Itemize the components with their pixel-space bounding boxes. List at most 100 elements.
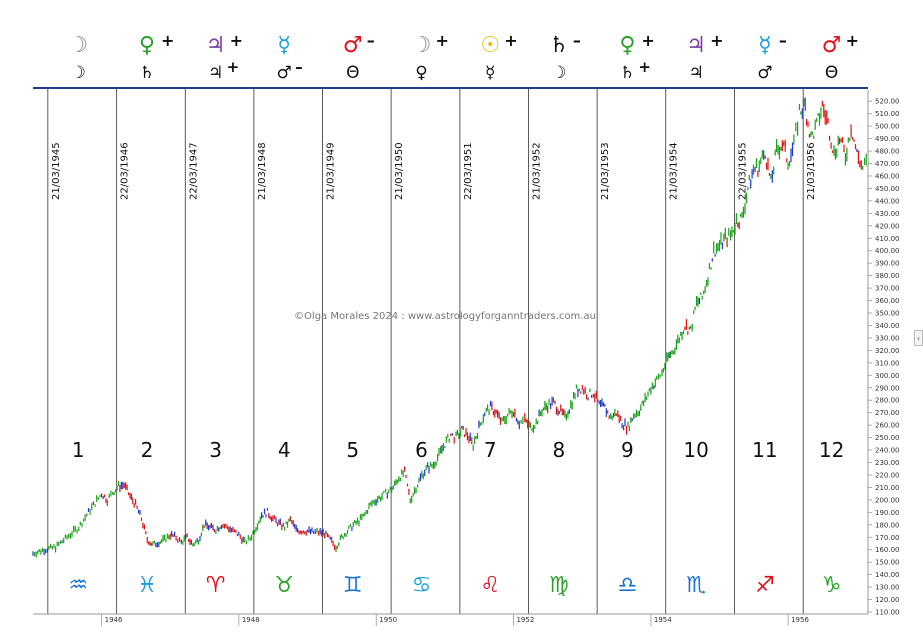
top-polarity-sign: – [573,31,581,50]
header-column: ☉ + ☿ [480,31,517,83]
x-year-label: 1952 [516,616,534,624]
house-number: 9 [621,438,634,462]
y-tick-label: 470.00 [875,160,900,168]
y-tick-label: 360.00 [875,297,900,305]
top-polarity-sign: + [846,31,859,50]
header-column: ♂ –Θ [343,31,375,83]
ingress-date-label: 21/03/1956 [806,142,817,200]
zodiac-sign-icon: ♊ [343,573,363,598]
header-column: ♀ + ♄ [139,31,174,83]
top-polarity-sign: + [504,31,517,50]
top-polarity-sign: + [641,31,654,50]
ingress-date-label: 21/03/1949 [325,142,336,200]
ingress-date-label: 21/03/1945 [51,142,62,200]
x-year-label: 1946 [105,616,123,624]
ingress-date-label: 21/03/1954 [669,142,680,200]
house-number: 7 [484,438,497,462]
y-tick-label: 410.00 [875,235,900,243]
top-planet-icon: ☽ [412,33,432,58]
header-column: ♄ –☽ [549,31,581,83]
house-number: 12 [819,438,844,462]
y-tick-label: 250.00 [875,434,900,442]
y-tick-label: 310.00 [875,359,900,367]
y-tick-label: 200.00 [875,496,900,504]
y-tick-label: 160.00 [875,546,900,554]
y-axis: 110.00 120.00 130.00 140.00 150.00 160.00 170.… [868,98,900,617]
y-tick-label: 300.00 [875,372,900,380]
y-tick-label: 460.00 [875,172,900,180]
bottom-polarity-sign: – [295,58,303,76]
top-planet-icon: ☿ [277,33,291,58]
y-tick-label: 490.00 [875,135,900,143]
y-tick-label: 350.00 [875,310,900,318]
y-tick-label: 290.00 [875,384,900,392]
house-number: 10 [683,438,708,462]
y-tick-label: 170.00 [875,534,900,542]
y-tick-label: 270.00 [875,409,900,417]
house-number: 6 [415,438,428,462]
zodiac-sign-icon: ♍ [549,573,569,598]
y-tick-label: 150.00 [875,559,900,567]
y-tick-label: 400.00 [875,247,900,255]
y-tick-label: 140.00 [875,571,900,579]
ingress-date-label: 21/03/1950 [394,142,405,200]
zodiac-sign-icon: ♓ [137,573,157,598]
top-planet-icon: ♃ [686,33,706,58]
y-tick-label: 520.00 [875,98,900,106]
header-column: ♀ +♄ + [619,31,654,83]
bottom-planet-icon: ☽ [551,63,566,83]
y-tick-label: 510.00 [875,110,900,118]
top-planet-icon: ♀ [139,33,155,58]
ingress-date-label: 21/03/1952 [532,142,543,200]
yearly-ingress-lines: 21/03/1945 22/03/1946 22/03/1947 21/03/1948… [47,89,817,614]
header-column: ♃ +♃ [686,31,723,83]
zodiac-sign-icon: ♐ [755,573,775,598]
house-number: 3 [209,438,222,462]
x-year-label: 1948 [242,616,260,624]
top-polarity-sign: + [161,31,174,50]
y-tick-label: 330.00 [875,334,900,342]
y-tick-label: 190.00 [875,509,900,517]
header-column: ☽ + ♀ [412,31,449,83]
top-planet-icon: ♂ [343,33,363,58]
y-tick-label: 110.00 [875,609,900,617]
bottom-planet-icon: ♄ [139,63,154,83]
bottom-planet-icon: Θ [825,63,838,83]
ingress-date-label: 22/03/1946 [120,142,131,200]
bottom-planet-icon: ♂ [277,63,292,83]
x-axis: 1946 1948 1950 1952 1954 1956 [101,614,809,626]
y-tick-label: 210.00 [875,484,900,492]
x-year-label: 1950 [379,616,397,624]
bottom-planet-icon: ♃ [208,63,223,83]
copyright-watermark: ©Olga Morales 2024 : www.astrologyforgan… [294,311,596,322]
planet-header: ☽☽♀ +♄♃ +♃ +☿♂ –♂ –Θ☽ +♀☉ +☿♄ –☽♀ +♄ +♃ +♃☿ –♂♂ +Θ [68,31,859,83]
ingress-date-label: 22/03/1951 [463,142,474,200]
bottom-planet-icon: ☿ [485,63,495,83]
zodiac-sign-icon: ♏ [686,573,706,598]
top-polarity-sign: + [710,31,723,50]
house-number: 5 [346,438,359,462]
zodiac-signs: ♒ ♓ ♈ ♉ ♊ ♋ ♌ ♍ ♎ ♏ ♐ ♑ [68,573,841,598]
header-column: ♂ + Θ [822,31,859,83]
top-planet-icon: ♂ [822,33,842,58]
bottom-planet-icon: ♄ [620,63,635,83]
house-number: 11 [752,438,777,462]
y-tick-label: 280.00 [875,397,900,405]
y-tick-label: 450.00 [875,185,900,193]
ingress-date-label: 21/03/1953 [600,142,611,200]
top-planet-icon: ☉ [480,33,500,58]
header-column: ♃ +♃ + [206,31,243,83]
header-column: ☿ ♂ – [277,33,303,83]
y-tick-label: 390.00 [875,260,900,268]
axis-collapse-handle[interactable]: ‹ [914,330,923,346]
top-polarity-sign: + [435,31,448,50]
bottom-polarity-sign: + [638,58,651,76]
house-number: 1 [72,438,85,462]
y-tick-label: 380.00 [875,272,900,280]
y-tick-label: 340.00 [875,322,900,330]
top-planet-icon: ♀ [619,33,635,58]
house-number: 2 [141,438,154,462]
house-numbers: 1 2 3 4 5 6 7 8 9 10 11 12 [72,438,844,462]
